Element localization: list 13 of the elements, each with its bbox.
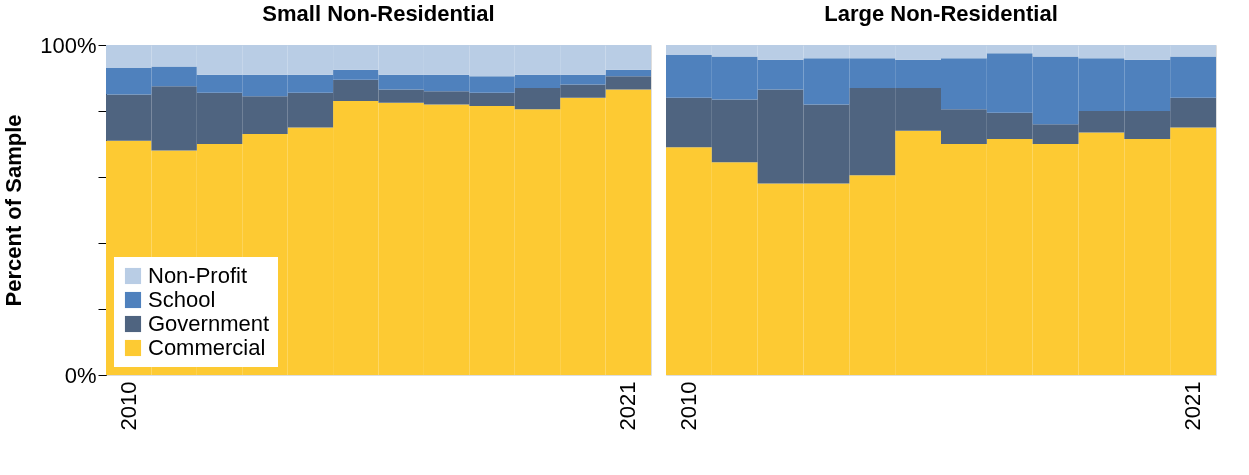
legend-label: Non-Profit xyxy=(148,263,248,288)
x-tick-label: 2010 xyxy=(115,381,141,431)
x-tick-label: 2010 xyxy=(675,381,701,431)
x-tick-label: 2021 xyxy=(615,381,641,431)
chart-title: Large Non-Residential xyxy=(824,1,1058,26)
y-tick-label: 0% xyxy=(64,362,97,388)
legend-label: Government xyxy=(148,311,270,336)
x-tick-label: 2021 xyxy=(1180,381,1206,431)
legend-label: School xyxy=(148,287,216,312)
y-tick-label: 100% xyxy=(40,32,97,58)
chart-title: Small Non-Residential xyxy=(262,1,495,26)
y-axis-title: Percent of Sample xyxy=(1,114,27,307)
legend-label: Commercial xyxy=(148,335,266,360)
